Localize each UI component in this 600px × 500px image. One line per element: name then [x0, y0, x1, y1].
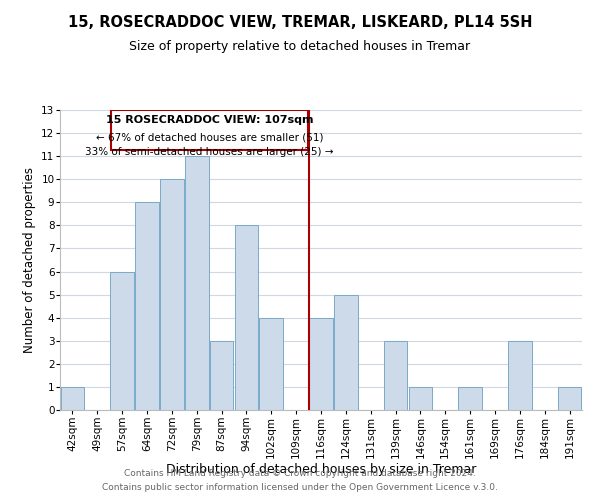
Bar: [458, 387, 482, 410]
X-axis label: Distribution of detached houses by size in Tremar: Distribution of detached houses by size …: [166, 463, 476, 476]
Bar: [508, 341, 532, 410]
Text: Contains public sector information licensed under the Open Government Licence v.: Contains public sector information licen…: [102, 484, 498, 492]
Y-axis label: Number of detached properties: Number of detached properties: [23, 167, 35, 353]
Bar: [334, 294, 358, 410]
Bar: [185, 156, 209, 410]
Bar: [235, 226, 258, 410]
Bar: [384, 341, 407, 410]
Text: 33% of semi-detached houses are larger (25) →: 33% of semi-detached houses are larger (…: [85, 147, 334, 157]
Text: Size of property relative to detached houses in Tremar: Size of property relative to detached ho…: [130, 40, 470, 53]
Bar: [110, 272, 134, 410]
Bar: [409, 387, 432, 410]
Bar: [259, 318, 283, 410]
Bar: [210, 341, 233, 410]
Text: ← 67% of detached houses are smaller (51): ← 67% of detached houses are smaller (51…: [96, 132, 323, 142]
Text: Contains HM Land Registry data © Crown copyright and database right 2024.: Contains HM Land Registry data © Crown c…: [124, 468, 476, 477]
Text: 15, ROSECRADDOC VIEW, TREMAR, LISKEARD, PL14 5SH: 15, ROSECRADDOC VIEW, TREMAR, LISKEARD, …: [68, 15, 532, 30]
Bar: [558, 387, 581, 410]
Bar: [309, 318, 333, 410]
Bar: [160, 179, 184, 410]
Bar: [61, 387, 84, 410]
Bar: [135, 202, 159, 410]
Text: 15 ROSECRADDOC VIEW: 107sqm: 15 ROSECRADDOC VIEW: 107sqm: [106, 115, 313, 125]
FancyBboxPatch shape: [111, 110, 308, 150]
